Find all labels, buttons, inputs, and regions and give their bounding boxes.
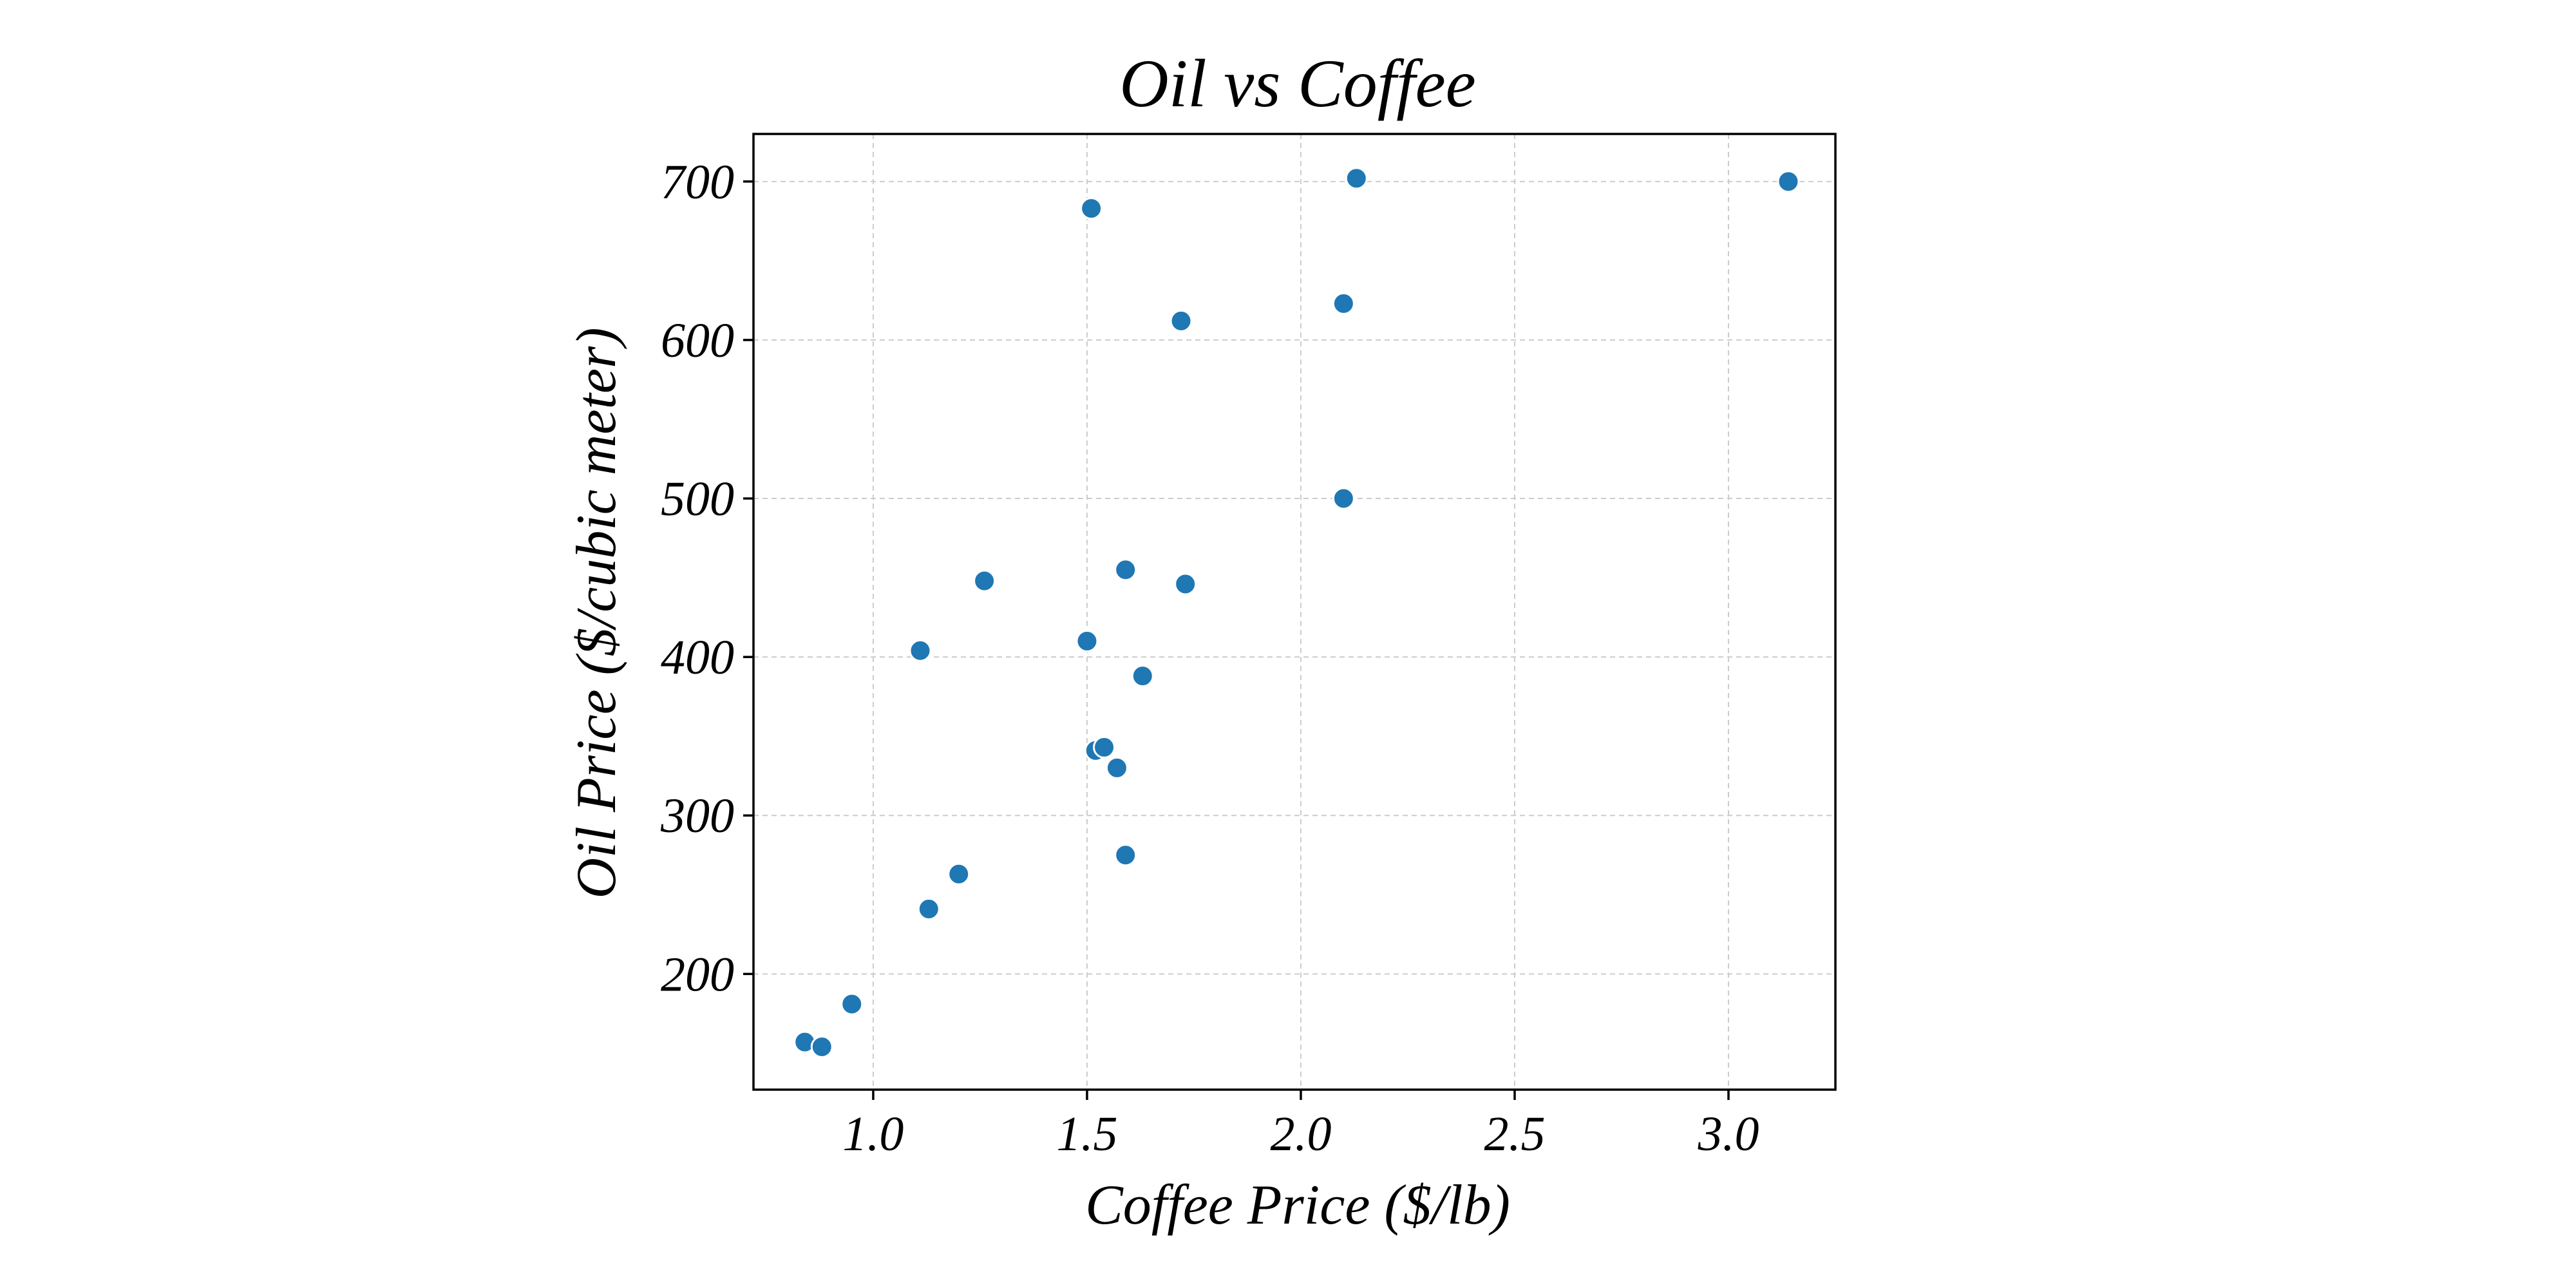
y-tick-label: 200: [661, 947, 734, 1001]
y-tick-label: 300: [660, 789, 734, 843]
y-tick-label: 400: [661, 630, 734, 685]
data-point: [1131, 665, 1154, 688]
x-tick-label: 2.0: [1270, 1107, 1331, 1161]
data-point: [909, 639, 932, 662]
data-point: [1080, 197, 1103, 220]
grid-lines: [753, 134, 1835, 1090]
y-tick-label: 500: [661, 472, 734, 526]
data-point: [1332, 487, 1355, 510]
data-point: [973, 569, 996, 592]
plot-frame: [752, 133, 1837, 1091]
x-tick-label: 2.5: [1484, 1107, 1545, 1161]
data-points: [793, 167, 1800, 1059]
data-point: [810, 1036, 833, 1059]
data-point: [1345, 167, 1368, 190]
data-point: [1170, 309, 1193, 332]
y-tick-label: 700: [661, 155, 734, 209]
x-axis-title: Coffee Price ($/lb): [1085, 1174, 1510, 1236]
chart-title: Oil vs Coffee: [1119, 46, 1475, 121]
y-axis-title: Oil Price ($/cubic meter): [565, 327, 628, 898]
data-point: [917, 897, 940, 920]
x-axis-ticks: 1.0 1.5 2.0 2.5 3.0: [842, 1090, 1759, 1161]
data-point: [1114, 558, 1137, 582]
data-point: [1093, 735, 1116, 759]
data-point: [1777, 170, 1800, 193]
data-point: [1114, 844, 1137, 867]
data-point: [840, 992, 864, 1016]
x-tick-label: 3.0: [1697, 1107, 1759, 1161]
data-point: [1174, 573, 1197, 596]
y-axis-ticks: 200 300 400 500 600 700: [660, 155, 753, 1001]
x-tick-label: 1.0: [842, 1107, 904, 1161]
data-point: [1075, 630, 1099, 653]
y-tick-label: 600: [661, 314, 734, 368]
data-point: [1332, 292, 1355, 315]
data-point: [947, 862, 971, 886]
x-tick-label: 1.5: [1056, 1107, 1117, 1161]
data-point: [1105, 756, 1128, 779]
